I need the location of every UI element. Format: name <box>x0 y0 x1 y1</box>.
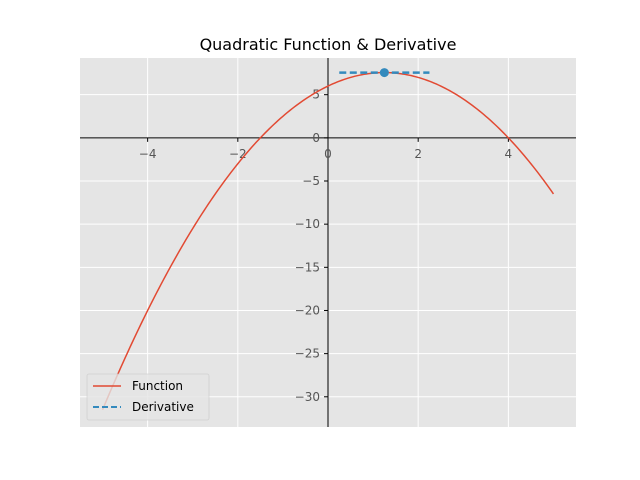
chart-title: Quadratic Function & Derivative <box>200 35 457 54</box>
y-tick-label: −25 <box>295 347 320 361</box>
tangent-point-marker <box>379 68 389 78</box>
y-tick-label: 5 <box>312 88 320 102</box>
legend-derivative-label: Derivative <box>132 400 194 414</box>
y-tick-label: −30 <box>295 390 320 404</box>
y-tick-label: −15 <box>295 260 320 274</box>
y-tick-label: −5 <box>302 174 320 188</box>
x-tick-label: 0 <box>324 147 332 161</box>
y-tick-label: 0 <box>312 131 320 145</box>
series <box>101 68 555 411</box>
function-line <box>101 71 555 411</box>
legend-function-label: Function <box>132 379 183 393</box>
y-tick-label: −20 <box>295 303 320 317</box>
legend: Function Derivative <box>86 373 210 421</box>
x-tick-label: −4 <box>139 147 157 161</box>
x-tick-label: −2 <box>229 147 247 161</box>
x-tick-label: 2 <box>414 147 422 161</box>
y-tick-label: −10 <box>295 217 320 231</box>
axes <box>80 58 576 427</box>
x-tick-label: 4 <box>505 147 513 161</box>
tick-labels: −4 −2 0 2 450−5−10−15−20−25−30 <box>139 88 512 404</box>
